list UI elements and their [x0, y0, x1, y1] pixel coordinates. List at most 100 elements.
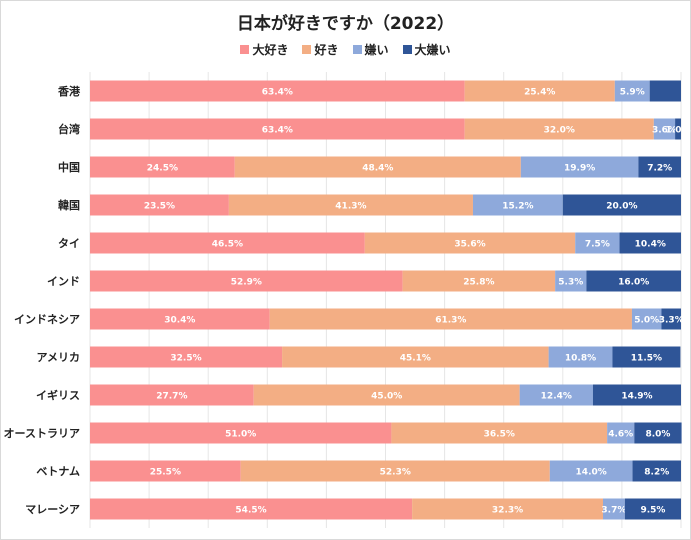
chart-legend: 大好き 好き 嫌い 大嫌い — [0, 41, 691, 58]
data-label: 25.8% — [463, 278, 494, 288]
data-label: 5.0% — [634, 316, 659, 326]
bar-segment — [402, 270, 556, 292]
bar-segment — [364, 232, 576, 254]
data-label: 4.6% — [608, 430, 633, 440]
data-label: 3.7% — [601, 506, 626, 516]
data-label: 10.4% — [635, 240, 666, 250]
data-label: 41.3% — [335, 202, 366, 212]
category-label: マレーシア — [25, 503, 80, 516]
data-label: 25.5% — [150, 468, 181, 478]
bar-segment — [607, 422, 635, 444]
data-label: 54.5% — [235, 506, 266, 516]
data-label: 46.5% — [212, 240, 243, 250]
data-label: 15.2% — [502, 202, 533, 212]
bar-segment — [472, 194, 563, 216]
data-label: 9.5% — [640, 506, 665, 516]
data-label: 36.5% — [484, 430, 515, 440]
bar-segment — [464, 80, 615, 102]
bar-segment — [240, 460, 550, 482]
bar-segment — [661, 308, 681, 330]
category-label: インドネシア — [14, 313, 80, 326]
bar-segment — [619, 232, 681, 254]
bar-segment — [228, 194, 473, 216]
bar-segment — [549, 460, 633, 482]
bar-segment — [90, 80, 465, 102]
bar-segment — [592, 384, 681, 406]
bar-segment — [234, 156, 521, 178]
legend-label: 好き — [314, 43, 339, 57]
bar-segment — [519, 384, 593, 406]
bar-segment — [90, 194, 229, 216]
data-label: 24.5% — [147, 164, 178, 174]
category-label: 台湾 — [58, 122, 80, 136]
category-label: タイ — [58, 237, 80, 250]
data-label: 25.4% — [524, 88, 555, 98]
legend-label: 大嫌い — [414, 43, 451, 57]
data-label: 7.5% — [585, 240, 610, 250]
data-label: 1.0% — [666, 126, 691, 136]
data-label: 5.9% — [620, 88, 645, 98]
bar-segment — [282, 346, 549, 368]
legend-label: 大好き — [252, 43, 289, 57]
data-label: 63.4% — [262, 88, 293, 98]
category-label: オーストラリア — [4, 427, 80, 440]
category-label: イギリス — [36, 388, 80, 402]
data-label: 32.0% — [544, 126, 575, 136]
data-label: 63.4% — [262, 126, 293, 136]
legend-swatch — [240, 45, 250, 54]
bar-segment — [253, 384, 520, 406]
data-label: 3.3% — [659, 316, 684, 326]
bar-segment — [653, 118, 676, 140]
bar-segment — [602, 498, 625, 520]
data-label: 14.0% — [576, 468, 607, 478]
data-label: 10.8% — [565, 354, 596, 364]
bar-segment — [614, 80, 650, 102]
data-label: 48.4% — [362, 164, 393, 174]
bar-segment — [548, 346, 613, 368]
data-label: 3.6% — [652, 126, 677, 136]
data-label: 35.6% — [454, 240, 485, 250]
data-label: 45.0% — [371, 392, 402, 402]
legend-item: 大好き — [240, 41, 288, 58]
bar-segment — [90, 460, 241, 482]
data-label: 51.0% — [225, 430, 256, 440]
data-label: 16.0% — [618, 278, 649, 288]
category-label: アメリカ — [37, 351, 80, 364]
legend-label: 嫌い — [364, 43, 389, 57]
bar-segment — [520, 156, 639, 178]
bar-segment — [632, 460, 681, 482]
legend-item: 嫌い — [352, 41, 389, 58]
data-label: 30.4% — [164, 316, 195, 326]
bar-segment — [90, 270, 403, 292]
chart-title: 日本が好きですか（2022） — [236, 14, 455, 34]
data-label: 19.9% — [564, 164, 595, 174]
bar-segment — [464, 118, 654, 140]
category-label: 中国 — [58, 160, 80, 174]
data-label: 7.2% — [647, 164, 672, 174]
data-label: 27.7% — [156, 392, 187, 402]
bar-segment — [90, 422, 392, 444]
bar-segment — [90, 232, 365, 254]
bar-segment — [638, 156, 681, 178]
data-label: 23.5% — [144, 202, 175, 212]
data-label: 52.9% — [231, 278, 262, 288]
data-label: 32.5% — [170, 354, 201, 364]
bar-segment — [624, 498, 681, 520]
bar-segment — [90, 156, 235, 178]
bar-segment — [562, 194, 681, 216]
bar-segment — [675, 118, 681, 140]
bar-segment — [391, 422, 608, 444]
bar-segment — [412, 498, 603, 520]
bar-segment — [90, 308, 270, 330]
category-label: ベトナム — [36, 465, 80, 478]
legend-item: 大嫌い — [402, 41, 451, 58]
data-label: 5.3% — [558, 278, 583, 288]
data-label: 12.4% — [541, 392, 572, 402]
bar-segment — [649, 80, 681, 102]
legend-swatch — [402, 45, 412, 54]
data-label: 45.1% — [400, 354, 431, 364]
bar-segment — [90, 498, 413, 520]
category-label: 韓国 — [58, 198, 80, 212]
bar-segment — [612, 346, 681, 368]
